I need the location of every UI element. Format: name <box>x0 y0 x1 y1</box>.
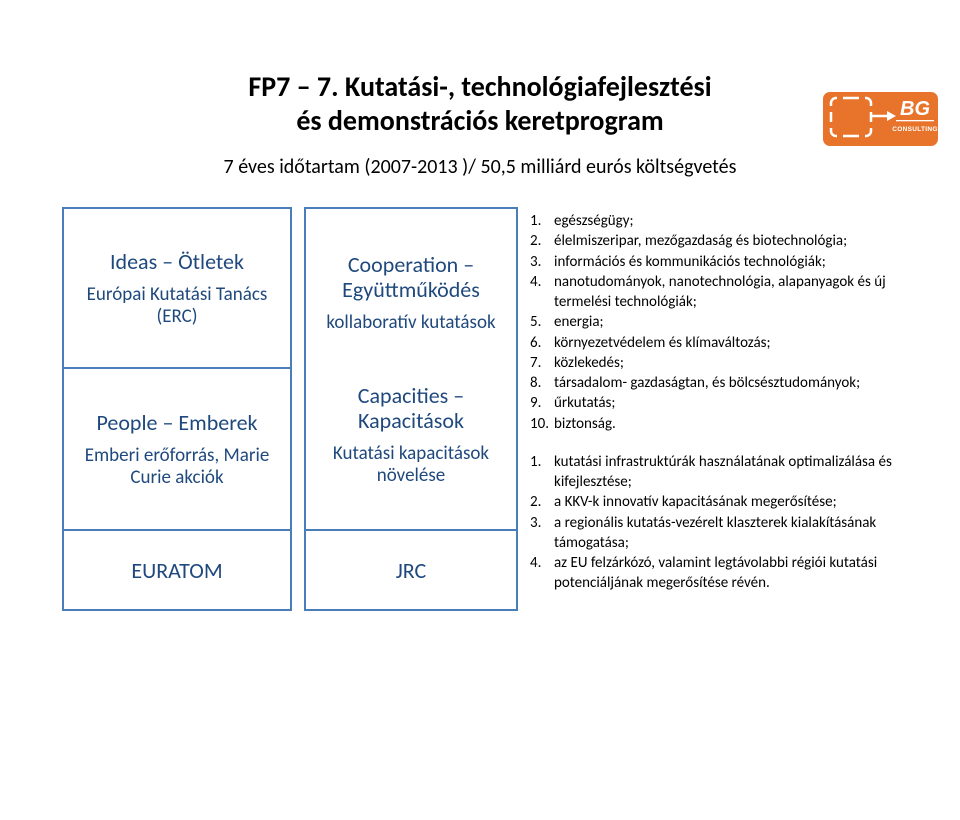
cell-ideas: Ideas – Ötletek Európai Kutatási Tanács … <box>62 207 292 369</box>
list-item-number: 4. <box>530 272 554 313</box>
list-item-number: 8. <box>530 373 554 393</box>
cell-cooperation: Cooperation – Együttműködés kollaboratív… <box>304 207 518 531</box>
cell-coop-sub2: Kutatási kapacitások növelése <box>314 443 508 487</box>
list-item: 2.a KKV-k innovatív kapacitásának megerő… <box>530 492 908 512</box>
mid-column: Cooperation – Együttműködés kollaboratív… <box>304 207 518 612</box>
list-item-text: a regionális kutatás-vezérelt klaszterek… <box>554 513 908 554</box>
page-subtitle: 7 éves időtartam (2007-2013 )/ 50,5 mill… <box>0 155 960 179</box>
list-item: 7.közlekedés; <box>530 353 908 373</box>
svg-text:BG: BG <box>900 98 930 120</box>
list-item-text: energia; <box>554 312 604 332</box>
list-item-number: 7. <box>530 353 554 373</box>
list-a: 1.egészségügy;2.élelmiszeripar, mezőgazd… <box>530 211 908 434</box>
list-item: 3.a regionális kutatás-vezérelt klaszter… <box>530 513 908 554</box>
list-item-text: biztonság. <box>554 414 616 434</box>
list-item-text: nanotudományok, nanotechnológia, alapany… <box>554 272 908 313</box>
cell-jrc-title: JRC <box>396 558 427 583</box>
cell-people-title: People – Emberek <box>96 410 257 435</box>
list-item: 4.az EU felzárkózó, valamint legtávolabb… <box>530 553 908 594</box>
list-item-text: élelmiszeripar, mezőgazdaság és biotechn… <box>554 231 847 251</box>
list-item-number: 6. <box>530 333 554 353</box>
list-b: 1.kutatási infrastruktúrák használatának… <box>530 452 908 594</box>
cell-people-sub: Emberi erőforrás, Marie Curie akciók <box>72 445 282 489</box>
list-item: 9.űrkutatás; <box>530 393 908 413</box>
cell-coop-title1: Cooperation – Együttműködés <box>314 252 508 303</box>
list-item-number: 3. <box>530 252 554 272</box>
list-item: 10.biztonság. <box>530 414 908 434</box>
cell-ideas-title: Ideas – Ötletek <box>110 249 244 274</box>
left-column: Ideas – Ötletek Európai Kutatási Tanács … <box>62 207 292 612</box>
right-column: 1.egészségügy;2.élelmiszeripar, mezőgazd… <box>530 207 908 612</box>
list-item-number: 4. <box>530 553 554 594</box>
cell-people: People – Emberek Emberi erőforrás, Marie… <box>62 369 292 531</box>
list-item-number: 2. <box>530 492 554 512</box>
cell-coop-title2: Capacities – Kapacitások <box>314 383 508 434</box>
list-item-text: a KKV-k innovatív kapacitásának megerősí… <box>554 492 837 512</box>
cell-coop-sub1: kollaboratív kutatások <box>314 312 508 334</box>
list-item-number: 10. <box>530 414 554 434</box>
cell-jrc: JRC <box>304 531 518 611</box>
list-item: 2.élelmiszeripar, mezőgazdaság és biotec… <box>530 231 908 251</box>
list-item: 5.energia; <box>530 312 908 332</box>
list-item-text: közlekedés; <box>554 353 624 373</box>
list-item-number: 5. <box>530 312 554 332</box>
list-item: 1.kutatási infrastruktúrák használatának… <box>530 452 908 493</box>
list-item: 3.információs és kommunikációs technológ… <box>530 252 908 272</box>
list-item-text: környezetvédelem és klímaváltozás; <box>554 333 771 353</box>
list-item: 1.egészségügy; <box>530 211 908 231</box>
cell-euratom-title: EURATOM <box>131 558 222 583</box>
list-item: 4.nanotudományok, nanotechnológia, alapa… <box>530 272 908 313</box>
company-logo: BG CONSULTING <box>823 88 938 150</box>
list-item-text: társadalom- gazdaságtan, és bölcsésztudo… <box>554 373 860 393</box>
list-item-text: egészségügy; <box>554 211 634 231</box>
list-item: 6.környezetvédelem és klímaváltozás; <box>530 333 908 353</box>
list-item-text: űrkutatás; <box>554 393 615 413</box>
content-row: Ideas – Ötletek Európai Kutatási Tanács … <box>0 207 960 612</box>
list-item-text: információs és kommunikációs technológiá… <box>554 252 826 272</box>
cell-ideas-sub: Európai Kutatási Tanács (ERC) <box>72 284 282 328</box>
cell-euratom: EURATOM <box>62 531 292 611</box>
list-item-number: 1. <box>530 211 554 231</box>
list-item-number: 9. <box>530 393 554 413</box>
list-item-text: kutatási infrastruktúrák használatának o… <box>554 452 908 493</box>
list-item: 8.társadalom- gazdaságtan, és bölcsésztu… <box>530 373 908 393</box>
title-line1: FP7 – 7. Kutatási-, technológiafejleszté… <box>248 69 711 104</box>
list-item-text: az EU felzárkózó, valamint legtávolabbi … <box>554 553 908 594</box>
title-line2: és demonstrációs keretprogram <box>296 103 663 138</box>
list-item-number: 2. <box>530 231 554 251</box>
list-item-number: 3. <box>530 513 554 554</box>
page-title: FP7 – 7. Kutatási-, technológiafejleszté… <box>0 70 960 137</box>
svg-text:CONSULTING: CONSULTING <box>892 126 938 133</box>
list-item-number: 1. <box>530 452 554 493</box>
